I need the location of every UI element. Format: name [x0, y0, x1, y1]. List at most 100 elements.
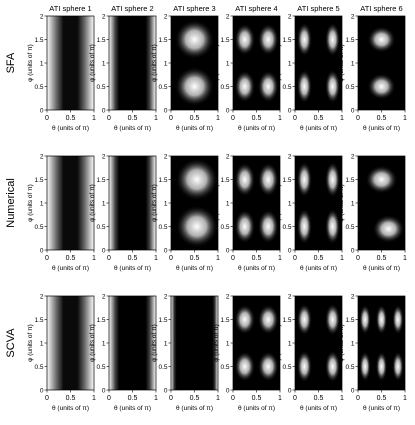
y-tick-label: 0 [40, 107, 44, 114]
bright-spot [367, 73, 396, 100]
x-tick-label: 0.5 [66, 255, 76, 262]
y-tick-label: 2 [288, 293, 292, 300]
y-tick-label: 2 [226, 153, 230, 160]
y-tick-label: 0 [226, 247, 230, 254]
bright-spot [296, 303, 312, 336]
heatmap-panel: 0 0.5 1θ (units of π)00.511.52φ (units of … [338, 13, 407, 132]
y-tick-label: 1 [102, 340, 106, 347]
x-tick-label: 0 [107, 395, 111, 402]
y-axis-label: φ (units of π) [27, 184, 34, 222]
x-tick-label: 1 [92, 115, 96, 122]
x-tick-label: 1 [340, 255, 344, 262]
x-tick-label: 0 [231, 115, 235, 122]
x-tick-label: 0 [231, 395, 235, 402]
bright-spot [296, 161, 312, 198]
y-tick-label: 1.5 [158, 317, 167, 324]
bright-spot [257, 351, 279, 382]
bright-spot [234, 70, 256, 103]
x-tick-label: 0.5 [252, 255, 262, 262]
y-tick-label: 0 [164, 107, 168, 114]
y-axis-label: φ (units of π) [151, 44, 158, 82]
y-tick-label: 2 [40, 13, 44, 20]
heatmap-panel: 0 0.5 1θ (units of π)00.511.52φ (units of … [151, 153, 220, 272]
y-tick-label: 2 [288, 153, 292, 160]
y-tick-label: 0 [288, 387, 292, 394]
bright-spot [234, 304, 256, 335]
y-tick-label: 0 [351, 387, 355, 394]
y-tick-label: 2 [226, 13, 230, 20]
y-tick-label: 0.5 [282, 364, 291, 371]
y-tick-label: 1.5 [158, 177, 167, 184]
column-title: ATI sphere 1 [49, 4, 91, 13]
column-title: ATI sphere 3 [173, 4, 215, 13]
y-tick-label: 0.5 [34, 84, 43, 91]
y-tick-label: 1.5 [345, 317, 354, 324]
y-tick-label: 1 [351, 60, 355, 67]
x-axis-label: θ (units of π) [114, 125, 151, 132]
bright-spot [367, 26, 396, 53]
x-tick-label: 0 [356, 395, 360, 402]
y-tick-label: 1.5 [345, 37, 354, 44]
bright-spot [174, 19, 215, 60]
x-tick-label: 0 [45, 115, 49, 122]
y-axis-label: φ (units of π) [275, 44, 282, 82]
y-tick-label: 0.5 [96, 224, 105, 231]
bright-spot [325, 22, 341, 57]
y-axis-label: φ (units of π) [213, 184, 220, 222]
heatmap-panel: 0 0.5 1θ (units of π)00.511.52φ (units of … [27, 293, 96, 412]
y-axis-label: φ (units of π) [151, 184, 158, 222]
y-tick-label: 1 [226, 60, 230, 67]
heatmap-panel: 0 0.5 1θ (units of π)00.511.52φ (units of … [89, 13, 158, 132]
x-tick-label: 1 [403, 255, 407, 262]
y-tick-label: 1 [40, 340, 44, 347]
y-tick-label: 0.5 [96, 364, 105, 371]
heatmap-panel: 0 0.5 1θ (units of π)00.511.52φ (units of … [338, 153, 407, 272]
x-tick-label: 0.5 [377, 255, 387, 262]
x-axis-label: θ (units of π) [300, 405, 337, 412]
x-tick-label: 1 [403, 115, 407, 122]
y-axis-label: φ (units of π) [338, 44, 345, 82]
x-tick-label: 0 [107, 115, 111, 122]
y-tick-label: 0 [40, 387, 44, 394]
x-tick-label: 0.5 [314, 115, 324, 122]
y-tick-label: 0 [164, 387, 168, 394]
x-axis-label: θ (units of π) [238, 265, 275, 272]
x-axis-label: θ (units of π) [52, 265, 89, 272]
y-axis-label: φ (units of π) [151, 324, 158, 362]
x-tick-label: 1 [278, 395, 282, 402]
bright-spot [325, 208, 341, 245]
x-tick-label: 0.5 [252, 115, 262, 122]
x-tick-label: 0 [107, 255, 111, 262]
x-tick-label: 1 [340, 115, 344, 122]
x-tick-label: 0.5 [190, 395, 200, 402]
bright-spot [296, 22, 312, 57]
y-tick-label: 1.5 [282, 177, 291, 184]
x-tick-label: 1 [216, 115, 220, 122]
y-axis-label: φ (units of π) [27, 324, 34, 362]
y-axis-label: φ (units of π) [338, 324, 345, 362]
y-tick-label: 0 [102, 387, 106, 394]
bright-spot [372, 214, 405, 243]
x-tick-label: 1 [216, 395, 220, 402]
y-axis-label: φ (units of π) [338, 184, 345, 222]
y-tick-label: 0 [226, 387, 230, 394]
x-tick-label: 0 [231, 255, 235, 262]
y-tick-label: 1.5 [345, 177, 354, 184]
x-axis-label: θ (units of π) [300, 125, 337, 132]
y-tick-label: 2 [288, 13, 292, 20]
panel-background [171, 296, 218, 390]
x-axis-label: θ (units of π) [114, 405, 151, 412]
x-axis-label: θ (units of π) [363, 125, 400, 132]
y-tick-label: 1 [226, 340, 230, 347]
bright-spot [257, 23, 279, 56]
bright-spot [375, 351, 388, 382]
heatmap-panel: 0 0.5 1θ (units of π)00.511.52φ (units of … [338, 293, 407, 412]
x-tick-label: 0.5 [314, 255, 324, 262]
column-title: ATI sphere 6 [360, 4, 402, 13]
y-tick-label: 2 [351, 13, 355, 20]
y-axis-label: φ (units of π) [275, 324, 282, 362]
y-tick-label: 2 [164, 13, 168, 20]
bright-spot [296, 350, 312, 383]
x-tick-label: 1 [403, 395, 407, 402]
column-title: ATI sphere 2 [111, 4, 153, 13]
